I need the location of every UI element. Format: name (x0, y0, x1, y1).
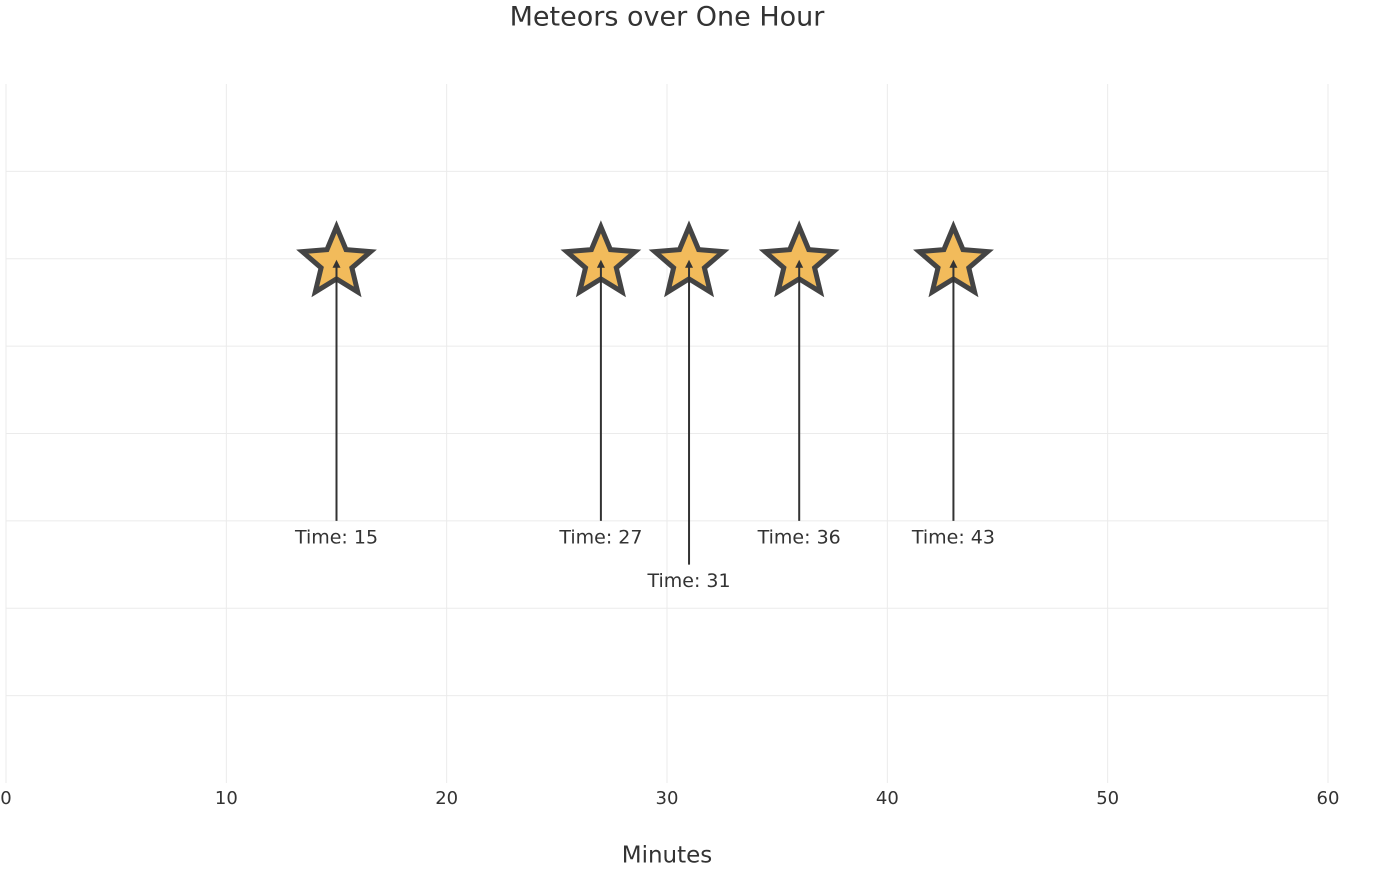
x-axis-label: Minutes (622, 843, 713, 869)
arrow-head (949, 259, 958, 268)
annotation-text: Time: 27 (558, 526, 642, 548)
annotation-text: Time: 43 (911, 526, 995, 548)
annotation-text: Time: 31 (646, 570, 730, 592)
annotation-text: Time: 15 (294, 526, 378, 548)
annotation-text: Time: 36 (757, 526, 841, 548)
arrow-head (332, 259, 341, 268)
arrow-head (596, 259, 605, 268)
x-tick-label: 60 (1317, 788, 1340, 809)
arrow-head (685, 259, 694, 268)
x-tick-label: 10 (215, 788, 238, 809)
x-tick-label: 20 (435, 788, 458, 809)
x-tick-label: 0 (0, 788, 11, 809)
x-tick-label: 50 (1096, 788, 1119, 809)
x-tick-label: 30 (656, 788, 679, 809)
arrow-head (795, 259, 804, 268)
x-tick-label: 40 (876, 788, 899, 809)
chart-title: Meteors over One Hour (510, 2, 826, 33)
